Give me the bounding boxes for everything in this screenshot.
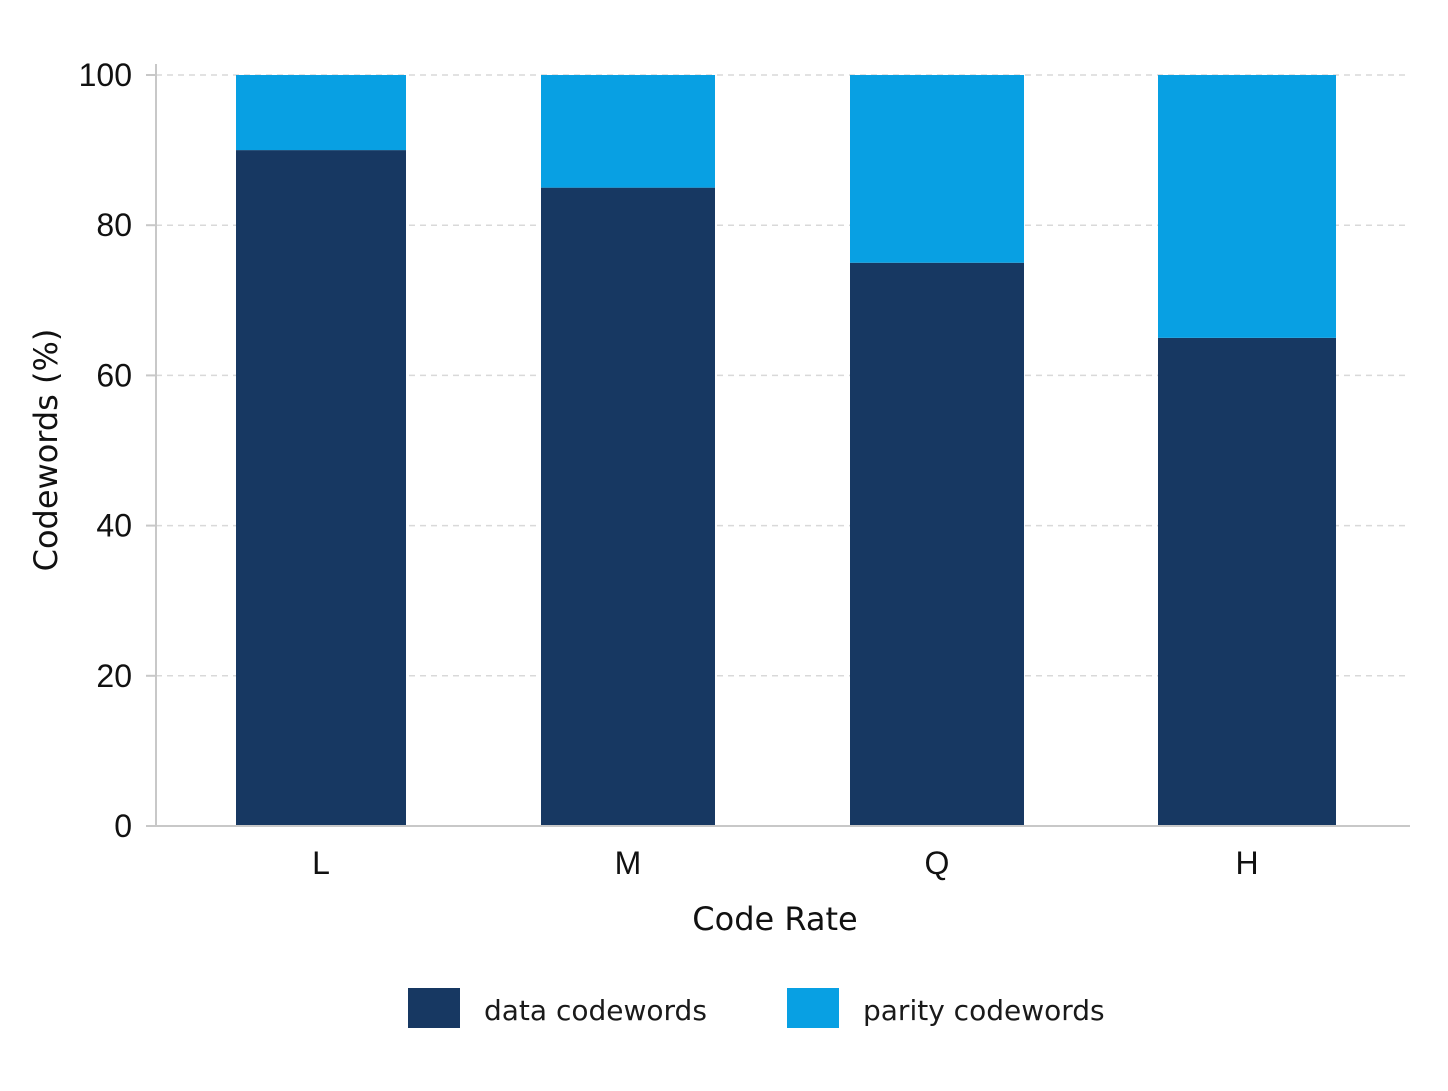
y-tick-label-40: 40: [96, 508, 132, 544]
legend-label-data-codewords: data codewords: [484, 994, 707, 1027]
bars: [236, 75, 1336, 827]
bar-H-parity-codewords: [1158, 75, 1336, 338]
x-tick-label-L: L: [312, 845, 330, 881]
bar-L-parity-codewords: [236, 75, 406, 151]
legend-swatch-parity-codewords: [787, 988, 839, 1028]
legend: data codewords parity codewords: [408, 988, 1105, 1028]
bar-H-data-codewords: [1158, 337, 1336, 826]
bar-M-parity-codewords: [541, 75, 715, 188]
bar-L-data-codewords: [236, 150, 406, 827]
legend-swatch-data-codewords: [408, 988, 460, 1028]
x-tick-label-H: H: [1235, 845, 1258, 881]
y-tick-label-80: 80: [96, 207, 132, 243]
y-axis-title: Codewords (%): [27, 329, 65, 572]
bar-Q-data-codewords: [850, 262, 1024, 826]
y-tick-label-0: 0: [114, 808, 132, 844]
y-tick-label-100: 100: [79, 57, 132, 93]
x-tick-label-M: M: [615, 845, 642, 881]
y-tick-labels: 0 20 40 60 80 100: [79, 57, 156, 844]
y-tick-label-60: 60: [96, 357, 132, 393]
x-tick-label-Q: Q: [925, 845, 950, 881]
axes: [146, 64, 1410, 827]
y-tick-label-20: 20: [96, 658, 132, 694]
bar-Q-parity-codewords: [850, 75, 1024, 263]
x-axis-title: Code Rate: [692, 900, 857, 938]
bar-M-data-codewords: [541, 187, 715, 826]
legend-label-parity-codewords: parity codewords: [863, 994, 1105, 1027]
